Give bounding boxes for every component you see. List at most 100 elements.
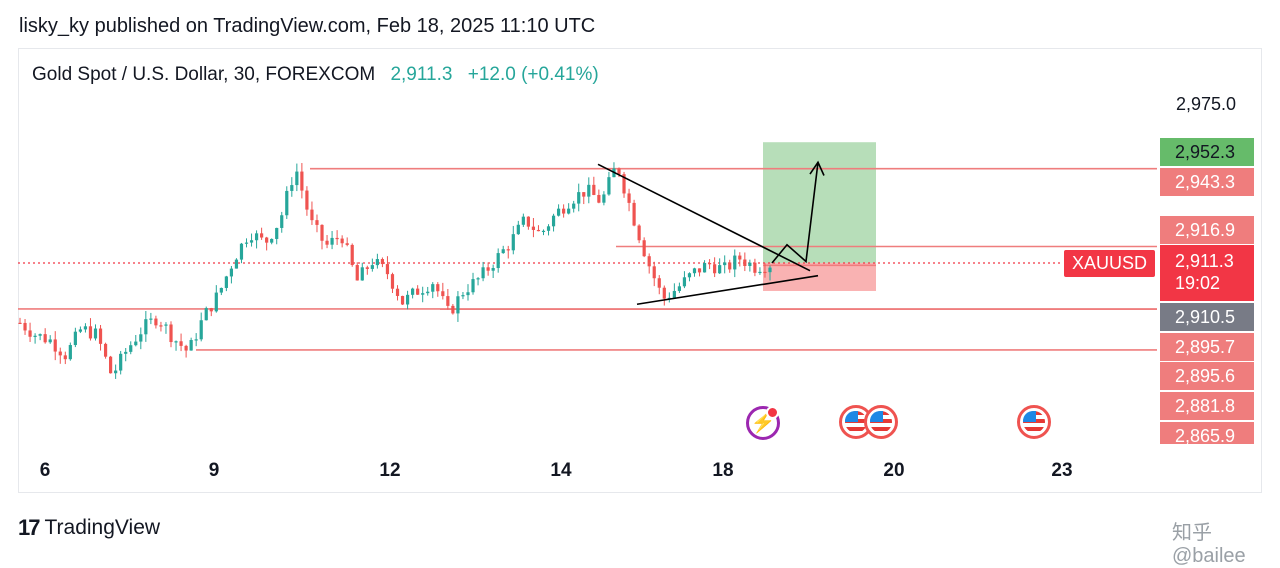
tradingview-logo[interactable]: 17 TradingView <box>18 515 160 541</box>
time-tick: 12 <box>379 460 401 481</box>
candle-body <box>587 184 591 197</box>
candle-body <box>249 240 254 243</box>
candle-body <box>431 284 435 292</box>
projection-arrow <box>771 162 819 264</box>
candle-body <box>164 324 168 326</box>
candle-body <box>627 193 631 203</box>
publisher-line: lisky_ky published on TradingView.com, F… <box>19 15 596 37</box>
candle-body <box>144 319 148 335</box>
candle-body <box>768 267 772 273</box>
projection-arrowhead <box>809 160 825 176</box>
candle-body <box>73 331 77 346</box>
candle-body <box>194 339 198 341</box>
candle-body <box>536 229 541 232</box>
candle-body <box>78 329 83 332</box>
candle-body <box>124 351 128 354</box>
candle-body <box>320 224 324 241</box>
candle-body <box>345 243 349 245</box>
price-tag-crosshair: 2,910.5 <box>1160 303 1254 331</box>
price-tag-support: 2,895.7 <box>1160 333 1254 361</box>
candle-body <box>179 341 183 346</box>
candle-body <box>83 326 88 330</box>
last-price: 2,911.3 <box>390 64 453 85</box>
candle-body <box>63 355 67 360</box>
time-tick: 20 <box>883 460 905 481</box>
us-flag-event-icon[interactable] <box>1017 405 1051 439</box>
candle-body <box>622 174 626 194</box>
earnings-event-icon[interactable]: ⚡ <box>746 406 780 440</box>
candle-body <box>738 255 742 260</box>
candle-body <box>617 168 621 175</box>
candle-body <box>486 267 490 271</box>
candle-body <box>657 278 661 288</box>
candle-body <box>234 259 239 269</box>
triangle-upper-line <box>597 163 811 272</box>
candle-body <box>456 296 460 314</box>
candle-body <box>18 322 22 325</box>
candle-body <box>597 194 601 203</box>
candle-body <box>28 330 32 337</box>
candle-body <box>285 190 289 216</box>
candle-body <box>184 345 188 351</box>
candle-body <box>506 249 510 251</box>
candle-body <box>53 339 57 352</box>
candle-body <box>511 234 515 251</box>
candle-body <box>421 293 425 295</box>
time-tick: 14 <box>550 460 572 481</box>
candle-body <box>23 322 27 331</box>
candle-body <box>481 267 485 279</box>
bar-countdown: 19:02 <box>1175 273 1221 293</box>
candle-body <box>325 240 329 245</box>
price-tag-support: 2,865.9 <box>1160 422 1254 444</box>
candle-body <box>637 225 641 241</box>
candle-body <box>441 291 445 297</box>
candle-body <box>411 288 415 295</box>
candle-body <box>466 292 470 296</box>
candle-body <box>526 216 530 227</box>
candle-body <box>335 237 339 240</box>
candle-body <box>310 209 314 221</box>
symbol-description: Gold Spot / U.S. Dollar, 30, FOREXCOM <box>32 64 376 85</box>
candle-body <box>416 288 420 295</box>
candle-body <box>436 284 440 292</box>
candle-body <box>93 328 98 339</box>
candle-body <box>43 334 47 343</box>
candle-body <box>48 339 52 343</box>
candle-body <box>713 264 717 274</box>
candle-body <box>677 286 681 291</box>
candle-body <box>572 203 576 209</box>
candle-body <box>350 244 354 266</box>
candle-body <box>501 249 505 254</box>
candle-body <box>577 192 581 204</box>
us-flag-event-icon[interactable] <box>864 405 898 439</box>
candle-body <box>426 291 430 294</box>
candle-body <box>174 341 178 343</box>
candle-body <box>546 226 551 231</box>
candle-body <box>491 268 495 271</box>
candle-body <box>305 190 309 210</box>
candle-body <box>632 202 636 226</box>
time-tick: 9 <box>208 460 220 481</box>
symbol-legend[interactable]: Gold Spot / U.S. Dollar, 30, FOREXCOM 2,… <box>32 64 599 86</box>
candle-body <box>541 230 546 233</box>
candle-body <box>400 295 405 305</box>
candle-body <box>300 171 304 191</box>
watermark: 知乎 @bailee <box>1172 522 1246 567</box>
candle-body <box>390 274 395 289</box>
candle-body <box>275 227 279 239</box>
candle-body <box>521 216 525 225</box>
time-tick: 6 <box>39 460 51 481</box>
candle-body <box>702 263 707 273</box>
candle-body <box>647 256 651 267</box>
candle-body <box>295 171 299 186</box>
candle-body <box>592 184 596 195</box>
candle-body <box>672 290 676 298</box>
candle-body <box>109 356 113 374</box>
candle-body <box>239 243 244 260</box>
candle-body <box>556 208 561 216</box>
candle-body <box>446 296 450 306</box>
time-tick: 23 <box>1051 460 1073 481</box>
candle-body <box>662 287 666 299</box>
candle-body <box>189 340 193 351</box>
